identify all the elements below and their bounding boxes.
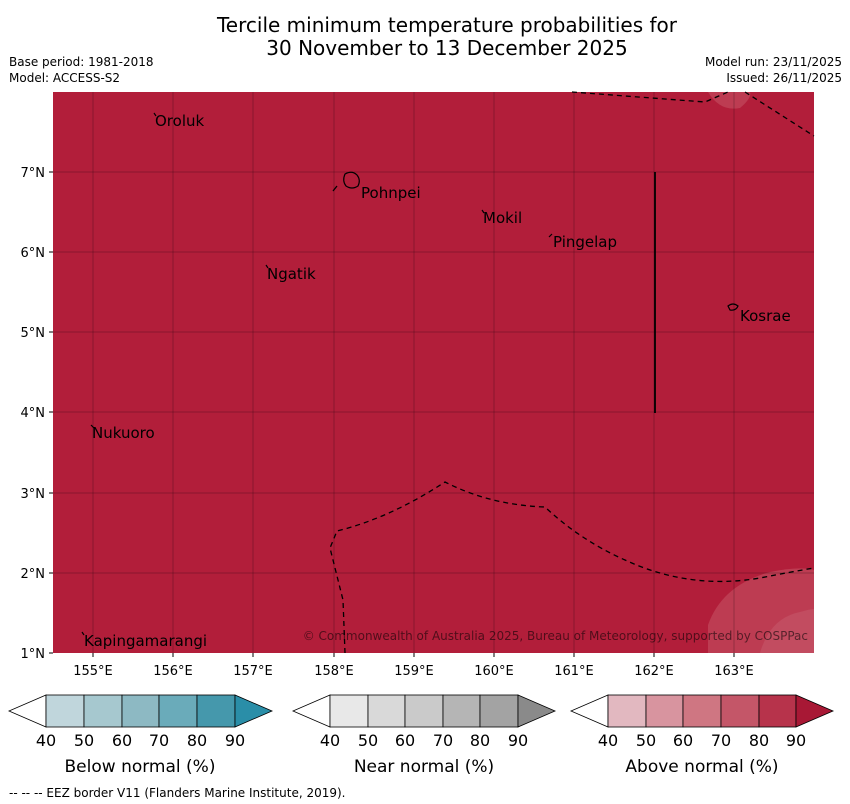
lat-label-6: 6°N: [21, 246, 46, 261]
lon-label-162: 162°E: [634, 664, 674, 679]
legend-near-tick-50: 50: [358, 731, 378, 750]
legend-near-swatch-3: [404, 694, 444, 728]
lighter-shading: [708, 92, 814, 653]
legend-near-normal: 40 50 60 70 80 90 Near normal (%): [291, 694, 557, 777]
lat-label-3: 3°N: [21, 487, 46, 502]
legend-below-tick-60: 60: [112, 731, 132, 750]
legend-below-low-arrow: [7, 694, 47, 728]
legend-near-label: Near normal (%): [354, 757, 494, 777]
title-line-2: 30 November to 13 December 2025: [266, 36, 628, 60]
lon-label-158: 158°E: [314, 664, 354, 679]
place-label-mokil: Mokil: [483, 209, 522, 227]
legend-above-tick-70: 70: [711, 731, 731, 750]
lon-label-160: 160°E: [474, 664, 514, 679]
legend-near-tick-80: 80: [470, 731, 490, 750]
base-period: Base period: 1981-2018: [9, 55, 154, 69]
legend-above-high-arrow: [795, 694, 835, 728]
lon-label-156: 156°E: [153, 664, 193, 679]
legend-near-high-arrow: [517, 694, 557, 728]
latitude-labels: 1°N 2°N 3°N 4°N 5°N 6°N 7°N: [21, 166, 46, 662]
place-labels: Oroluk Pohnpei Mokil Pingelap Ngatik Kos…: [84, 112, 791, 650]
legend-below-swatch-2: [83, 694, 123, 728]
eez-borders: [329, 91, 815, 654]
lat-label-2: 2°N: [21, 567, 46, 582]
legend-near-tick-40: 40: [320, 731, 340, 750]
legend: 40 50 60 70 80 90 Below normal (%) 40 50…: [7, 694, 835, 777]
latitude-ticks: [49, 171, 53, 654]
legend-below-tick-80: 80: [187, 731, 207, 750]
legend-above-swatch-4: [720, 694, 760, 728]
legend-near-low-arrow: [291, 694, 331, 728]
legend-above-tick-50: 50: [636, 731, 656, 750]
place-label-ngatik: Ngatik: [267, 265, 316, 283]
legend-above-low-arrow: [569, 694, 609, 728]
lon-label-161: 161°E: [554, 664, 594, 679]
legend-above-tick-60: 60: [673, 731, 693, 750]
map-title: Tercile minimum temperature probabilitie…: [0, 14, 850, 60]
lat-label-5: 5°N: [21, 326, 46, 341]
legend-above-tick-80: 80: [749, 731, 769, 750]
legend-below-tick-90: 90: [225, 731, 245, 750]
copyright-notice: © Commonwealth of Australia 2025, Bureau…: [303, 629, 808, 643]
lat-label-7: 7°N: [21, 166, 46, 181]
model-run: Model run: 23/11/2025: [704, 55, 842, 69]
place-label-kapingamarangi: Kapingamarangi: [84, 632, 207, 650]
lon-label-163: 163°E: [714, 664, 754, 679]
legend-above-swatch-2: [645, 694, 684, 728]
legend-near-swatch-2: [367, 694, 406, 728]
longitude-labels: 155°E 156°E 157°E 158°E 159°E 160°E 161°…: [73, 664, 754, 679]
place-label-oroluk: Oroluk: [155, 112, 204, 130]
legend-above-tick-40: 40: [598, 731, 618, 750]
lat-label-1: 1°N: [21, 647, 46, 662]
grid-lines: [53, 92, 814, 653]
island-outlines: [81, 112, 739, 636]
legend-above-swatch-5: [758, 694, 797, 728]
place-label-pingelap: Pingelap: [553, 233, 617, 251]
legend-near-swatch-5: [479, 694, 519, 728]
legend-above-label: Above normal (%): [625, 757, 778, 777]
legend-below-label: Below normal (%): [65, 757, 216, 777]
map: Oroluk Pohnpei Mokil Pingelap Ngatik Kos…: [21, 91, 815, 679]
legend-above-tick-90: 90: [786, 731, 806, 750]
lon-label-155: 155°E: [73, 664, 113, 679]
legend-above-swatch-1: [607, 694, 647, 728]
place-label-nukuoro: Nukuoro: [92, 424, 155, 442]
legend-below-swatch-4: [158, 694, 198, 728]
legend-above-swatch-3: [682, 694, 722, 728]
lat-label-4: 4°N: [21, 406, 46, 421]
legend-below-tick-70: 70: [149, 731, 169, 750]
eez-footnote: -- -- -- EEZ border V11 (Flanders Marine…: [9, 786, 346, 800]
legend-near-tick-60: 60: [395, 731, 415, 750]
legend-near-swatch-1: [329, 694, 369, 728]
left-meta: Base period: 1981-2018 Model: ACCESS-S2: [9, 54, 154, 86]
place-label-pohnpei: Pohnpei: [361, 184, 421, 202]
model-name: Model: ACCESS-S2: [9, 71, 121, 85]
legend-below-swatch-5: [196, 694, 236, 728]
lon-label-159: 159°E: [394, 664, 434, 679]
legend-below-swatch-3: [121, 694, 160, 728]
issued-date: Issued: 26/11/2025: [726, 71, 842, 85]
right-meta: Model run: 23/11/2025 Issued: 26/11/2025: [705, 54, 842, 86]
title-line-1: Tercile minimum temperature probabilitie…: [216, 13, 678, 37]
map-background: [53, 92, 814, 653]
lon-label-157: 157°E: [233, 664, 273, 679]
longitude-ticks: [92, 653, 735, 657]
legend-below-tick-50: 50: [74, 731, 94, 750]
legend-below-high-arrow: [234, 694, 274, 728]
legend-below-normal: 40 50 60 70 80 90 Below normal (%): [7, 694, 274, 777]
legend-below-tick-40: 40: [36, 731, 56, 750]
legend-near-swatch-4: [442, 694, 481, 728]
legend-near-tick-90: 90: [508, 731, 528, 750]
legend-near-tick-70: 70: [433, 731, 453, 750]
legend-below-swatch-1: [45, 694, 85, 728]
place-label-kosrae: Kosrae: [740, 307, 791, 325]
legend-above-normal: 40 50 60 70 80 90 Above normal (%): [569, 694, 835, 777]
